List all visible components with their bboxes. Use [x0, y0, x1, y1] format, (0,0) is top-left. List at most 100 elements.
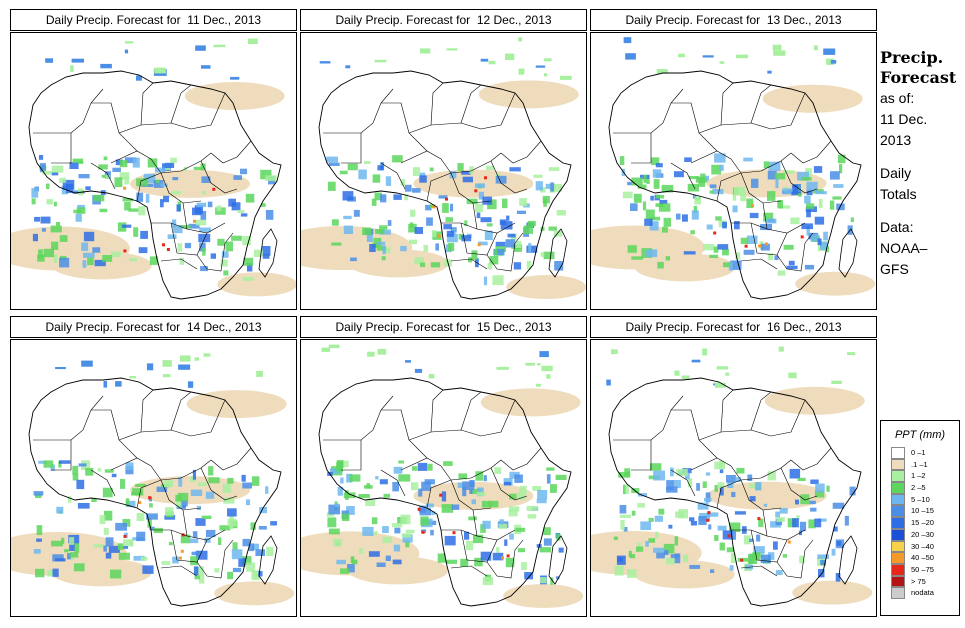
rain-cell: [108, 545, 120, 553]
rain-cell: [767, 170, 777, 180]
rain-cell: [691, 359, 701, 363]
rain-cell: [806, 225, 810, 236]
rain-cell: [703, 244, 715, 251]
rain-cell: [749, 538, 754, 542]
rain-cell: [443, 461, 453, 466]
rain-cell: [837, 154, 846, 164]
rain-cell: [499, 219, 507, 225]
forecast-panel-1: Daily Precip. Forecast for 11 Dec., 2013: [10, 9, 297, 310]
rain-cell: [464, 531, 470, 540]
rain-cell: [722, 221, 727, 229]
legend-label: 10 –15: [911, 506, 934, 516]
rain-cell: [117, 543, 124, 550]
rain-cell: [702, 481, 707, 488]
country-border: [430, 82, 444, 126]
rain-cell: [753, 546, 765, 554]
rain-cell: [247, 263, 253, 272]
rain-cell: [687, 183, 699, 192]
legend-row: 50 –75: [881, 563, 959, 576]
rain-cell: [193, 166, 204, 170]
forecast-map: [590, 32, 877, 310]
rain-cell: [817, 518, 827, 522]
country-border: [776, 232, 814, 272]
rain-cell: [826, 485, 830, 492]
forecast-map: [590, 339, 877, 617]
dry-patch: [480, 388, 581, 417]
dry-patch: [764, 386, 865, 415]
rain-cell: [375, 476, 379, 480]
forecast-panel-2: Daily Precip. Forecast for 12 Dec., 2013: [300, 9, 587, 310]
rain-cell: [177, 492, 189, 502]
rain-cell: [486, 165, 494, 171]
rain-cell: [412, 167, 421, 176]
country-border: [490, 160, 528, 194]
legend-row: 2 –5: [881, 482, 959, 494]
rain-cell: [135, 483, 146, 487]
rain-cell: [398, 460, 404, 464]
rain-cell: [461, 171, 471, 175]
rain-cell: [731, 491, 736, 498]
rain-cell: [351, 559, 358, 565]
rain-cell: [331, 242, 342, 246]
rain-cell: [466, 198, 478, 205]
rain-cell: [833, 184, 844, 188]
rain-cell: [503, 478, 513, 486]
rain-cell: [473, 534, 484, 544]
heavy-rain-cell: [417, 507, 421, 511]
rain-cell: [482, 577, 494, 586]
rain-cell: [418, 505, 427, 513]
rain-cell: [81, 242, 89, 251]
rain-cell: [427, 463, 433, 471]
rain-cell: [642, 201, 647, 211]
heavy-rain-cell: [484, 176, 487, 180]
rain-cell: [336, 559, 346, 565]
country-border: [190, 92, 226, 130]
heavy-rain-cell: [432, 205, 436, 209]
rain-cell: [187, 381, 194, 388]
rain-cell: [799, 555, 805, 564]
rain-cell: [833, 526, 838, 532]
rain-cell: [125, 462, 134, 470]
rain-cell: [751, 178, 759, 188]
rain-cell: [421, 481, 431, 491]
country-border: [426, 172, 452, 202]
country-border: [790, 140, 832, 164]
rain-cell: [543, 527, 551, 536]
africa-coastline: [608, 70, 862, 300]
rain-cell: [778, 346, 784, 352]
rain-cell: [377, 348, 387, 355]
rain-cell: [446, 48, 458, 51]
country-border: [408, 429, 482, 441]
rain-cell: [540, 252, 545, 257]
rain-cell: [791, 191, 802, 196]
rain-cell: [495, 241, 506, 247]
rain-cell: [366, 232, 373, 242]
rain-layer: [619, 37, 854, 276]
rain-cell: [697, 502, 709, 510]
africa-precip-map: [591, 346, 873, 607]
heavy-rain-cell: [800, 235, 804, 239]
rain-cell: [735, 477, 741, 482]
rain-cell: [265, 486, 269, 494]
precip-legend: PPT (mm) 0 –1 .1 –1 1 –2 2 –5 5 –10 10 –15 15 …: [880, 420, 960, 616]
country-border: [716, 479, 742, 509]
rain-cell: [190, 489, 203, 496]
legend-row: 30 –40: [881, 540, 959, 553]
rain-cell: [651, 157, 660, 166]
rain-cell: [45, 58, 54, 63]
rain-cell: [401, 533, 412, 538]
rain-cell: [85, 468, 94, 476]
rain-cell: [225, 241, 233, 252]
legend-swatch: [891, 470, 905, 483]
rain-cell: [240, 213, 248, 217]
heavy-rain-cell: [727, 534, 731, 538]
dry-patch: [503, 583, 584, 608]
rain-cell: [31, 198, 36, 205]
dry-patch: [634, 560, 735, 589]
rain-cell: [831, 548, 836, 556]
rain-cell: [814, 216, 825, 225]
rain-cell: [170, 157, 177, 163]
heavy-rain-cell: [707, 511, 711, 515]
rain-cell: [702, 348, 707, 356]
rain-cell: [103, 527, 109, 535]
